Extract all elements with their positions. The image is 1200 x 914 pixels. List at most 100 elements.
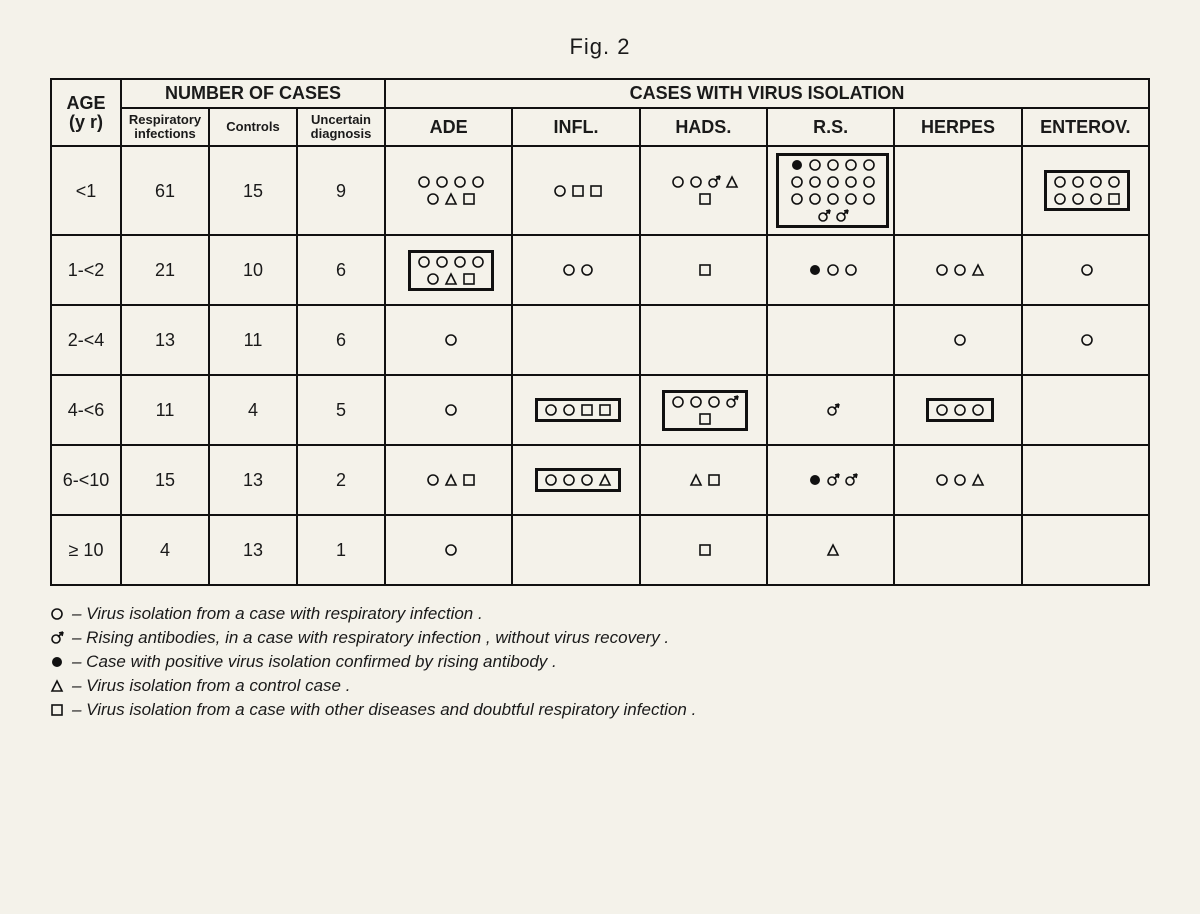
symbol-s bbox=[462, 192, 476, 206]
legend-icon bbox=[50, 655, 64, 669]
symbol-o bbox=[544, 403, 558, 417]
cell-age: 6-<10 bbox=[51, 445, 121, 515]
virus-cell bbox=[894, 375, 1021, 445]
symbol-t bbox=[444, 192, 458, 206]
header-virus: INFL. bbox=[512, 108, 639, 147]
symbol-o bbox=[444, 333, 458, 347]
virus-cell bbox=[640, 375, 767, 445]
cell-controls: 13 bbox=[209, 445, 297, 515]
symbol-s bbox=[1107, 192, 1121, 206]
symbol-o bbox=[471, 175, 485, 189]
legend-row: – Case with positive virus isolation con… bbox=[50, 652, 1150, 672]
virus-cell bbox=[512, 375, 639, 445]
legend-icon bbox=[50, 631, 64, 645]
legend-text: – Case with positive virus isolation con… bbox=[72, 652, 557, 672]
cell-age: ≥ 10 bbox=[51, 515, 121, 585]
symbol-o bbox=[808, 175, 822, 189]
virus-cell bbox=[767, 375, 894, 445]
legend: – Virus isolation from a case with respi… bbox=[50, 604, 1150, 720]
symbol-o bbox=[453, 175, 467, 189]
virus-cell bbox=[894, 305, 1021, 375]
symbol-s bbox=[462, 272, 476, 286]
symbol-t bbox=[971, 263, 985, 277]
symbol-o bbox=[562, 403, 576, 417]
virus-cell bbox=[894, 235, 1021, 305]
symbol-o bbox=[844, 192, 858, 206]
symbol-o bbox=[953, 403, 967, 417]
symbol-o bbox=[444, 403, 458, 417]
cell-age: <1 bbox=[51, 146, 121, 235]
symbol-o bbox=[953, 263, 967, 277]
symbol-t bbox=[689, 473, 703, 487]
symbol-m bbox=[817, 209, 831, 223]
legend-row: – Virus isolation from a control case . bbox=[50, 676, 1150, 696]
virus-cell bbox=[512, 235, 639, 305]
symbol-t bbox=[826, 543, 840, 557]
symbol-s bbox=[598, 403, 612, 417]
legend-text: – Virus isolation from a control case . bbox=[72, 676, 350, 696]
virus-cell bbox=[512, 305, 639, 375]
symbol-o bbox=[1053, 175, 1067, 189]
virus-cell bbox=[1022, 515, 1149, 585]
virus-cell bbox=[767, 146, 894, 235]
symbol-f bbox=[808, 263, 822, 277]
symbol-o bbox=[935, 263, 949, 277]
symbol-s bbox=[571, 184, 585, 198]
virus-cell bbox=[640, 146, 767, 235]
cell-uncertain: 6 bbox=[297, 235, 385, 305]
symbol-o bbox=[1089, 192, 1103, 206]
symbol-s bbox=[698, 543, 712, 557]
virus-cell bbox=[1022, 146, 1149, 235]
symbol-f bbox=[790, 158, 804, 172]
virus-cell bbox=[894, 445, 1021, 515]
symbol-o bbox=[562, 473, 576, 487]
cell-controls: 15 bbox=[209, 146, 297, 235]
virus-cell bbox=[640, 445, 767, 515]
cell-controls: 11 bbox=[209, 305, 297, 375]
cell-uncertain: 9 bbox=[297, 146, 385, 235]
symbol-o bbox=[580, 263, 594, 277]
symbol-m bbox=[835, 209, 849, 223]
header-number-of-cases: NUMBER OF CASES bbox=[121, 79, 385, 108]
virus-cell bbox=[767, 235, 894, 305]
cell-resp: 11 bbox=[121, 375, 209, 445]
figure-caption: Fig. 2 bbox=[50, 34, 1150, 60]
symbol-o bbox=[844, 158, 858, 172]
header-virus: ENTEROV. bbox=[1022, 108, 1149, 147]
virus-cell bbox=[385, 515, 512, 585]
header-age: AGE (y r) bbox=[51, 79, 121, 146]
symbol-o bbox=[435, 255, 449, 269]
cell-uncertain: 1 bbox=[297, 515, 385, 585]
symbol-o bbox=[671, 395, 685, 409]
symbol-t bbox=[444, 272, 458, 286]
symbol-m bbox=[707, 175, 721, 189]
symbol-s bbox=[698, 192, 712, 206]
virus-isolation-table: AGE (y r) NUMBER OF CASES CASES WITH VIR… bbox=[50, 78, 1150, 586]
virus-cell bbox=[512, 146, 639, 235]
symbol-o bbox=[1107, 175, 1121, 189]
symbol-o bbox=[426, 473, 440, 487]
cell-age: 2-<4 bbox=[51, 305, 121, 375]
symbol-o bbox=[435, 175, 449, 189]
legend-row: – Virus isolation from a case with other… bbox=[50, 700, 1150, 720]
symbol-o bbox=[580, 473, 594, 487]
symbol-o bbox=[844, 263, 858, 277]
symbol-o bbox=[790, 192, 804, 206]
virus-cell bbox=[385, 146, 512, 235]
header-virus: R.S. bbox=[767, 108, 894, 147]
symbol-o bbox=[826, 192, 840, 206]
symbol-o bbox=[808, 192, 822, 206]
symbol-o bbox=[953, 333, 967, 347]
symbol-o bbox=[862, 192, 876, 206]
symbol-o bbox=[444, 543, 458, 557]
symbol-f bbox=[808, 473, 822, 487]
symbol-o bbox=[935, 403, 949, 417]
symbol-o bbox=[953, 473, 967, 487]
header-virus: HADS. bbox=[640, 108, 767, 147]
symbol-o bbox=[935, 473, 949, 487]
symbol-o bbox=[1089, 175, 1103, 189]
cell-resp: 61 bbox=[121, 146, 209, 235]
symbol-s bbox=[580, 403, 594, 417]
symbol-s bbox=[589, 184, 603, 198]
symbol-o bbox=[790, 175, 804, 189]
